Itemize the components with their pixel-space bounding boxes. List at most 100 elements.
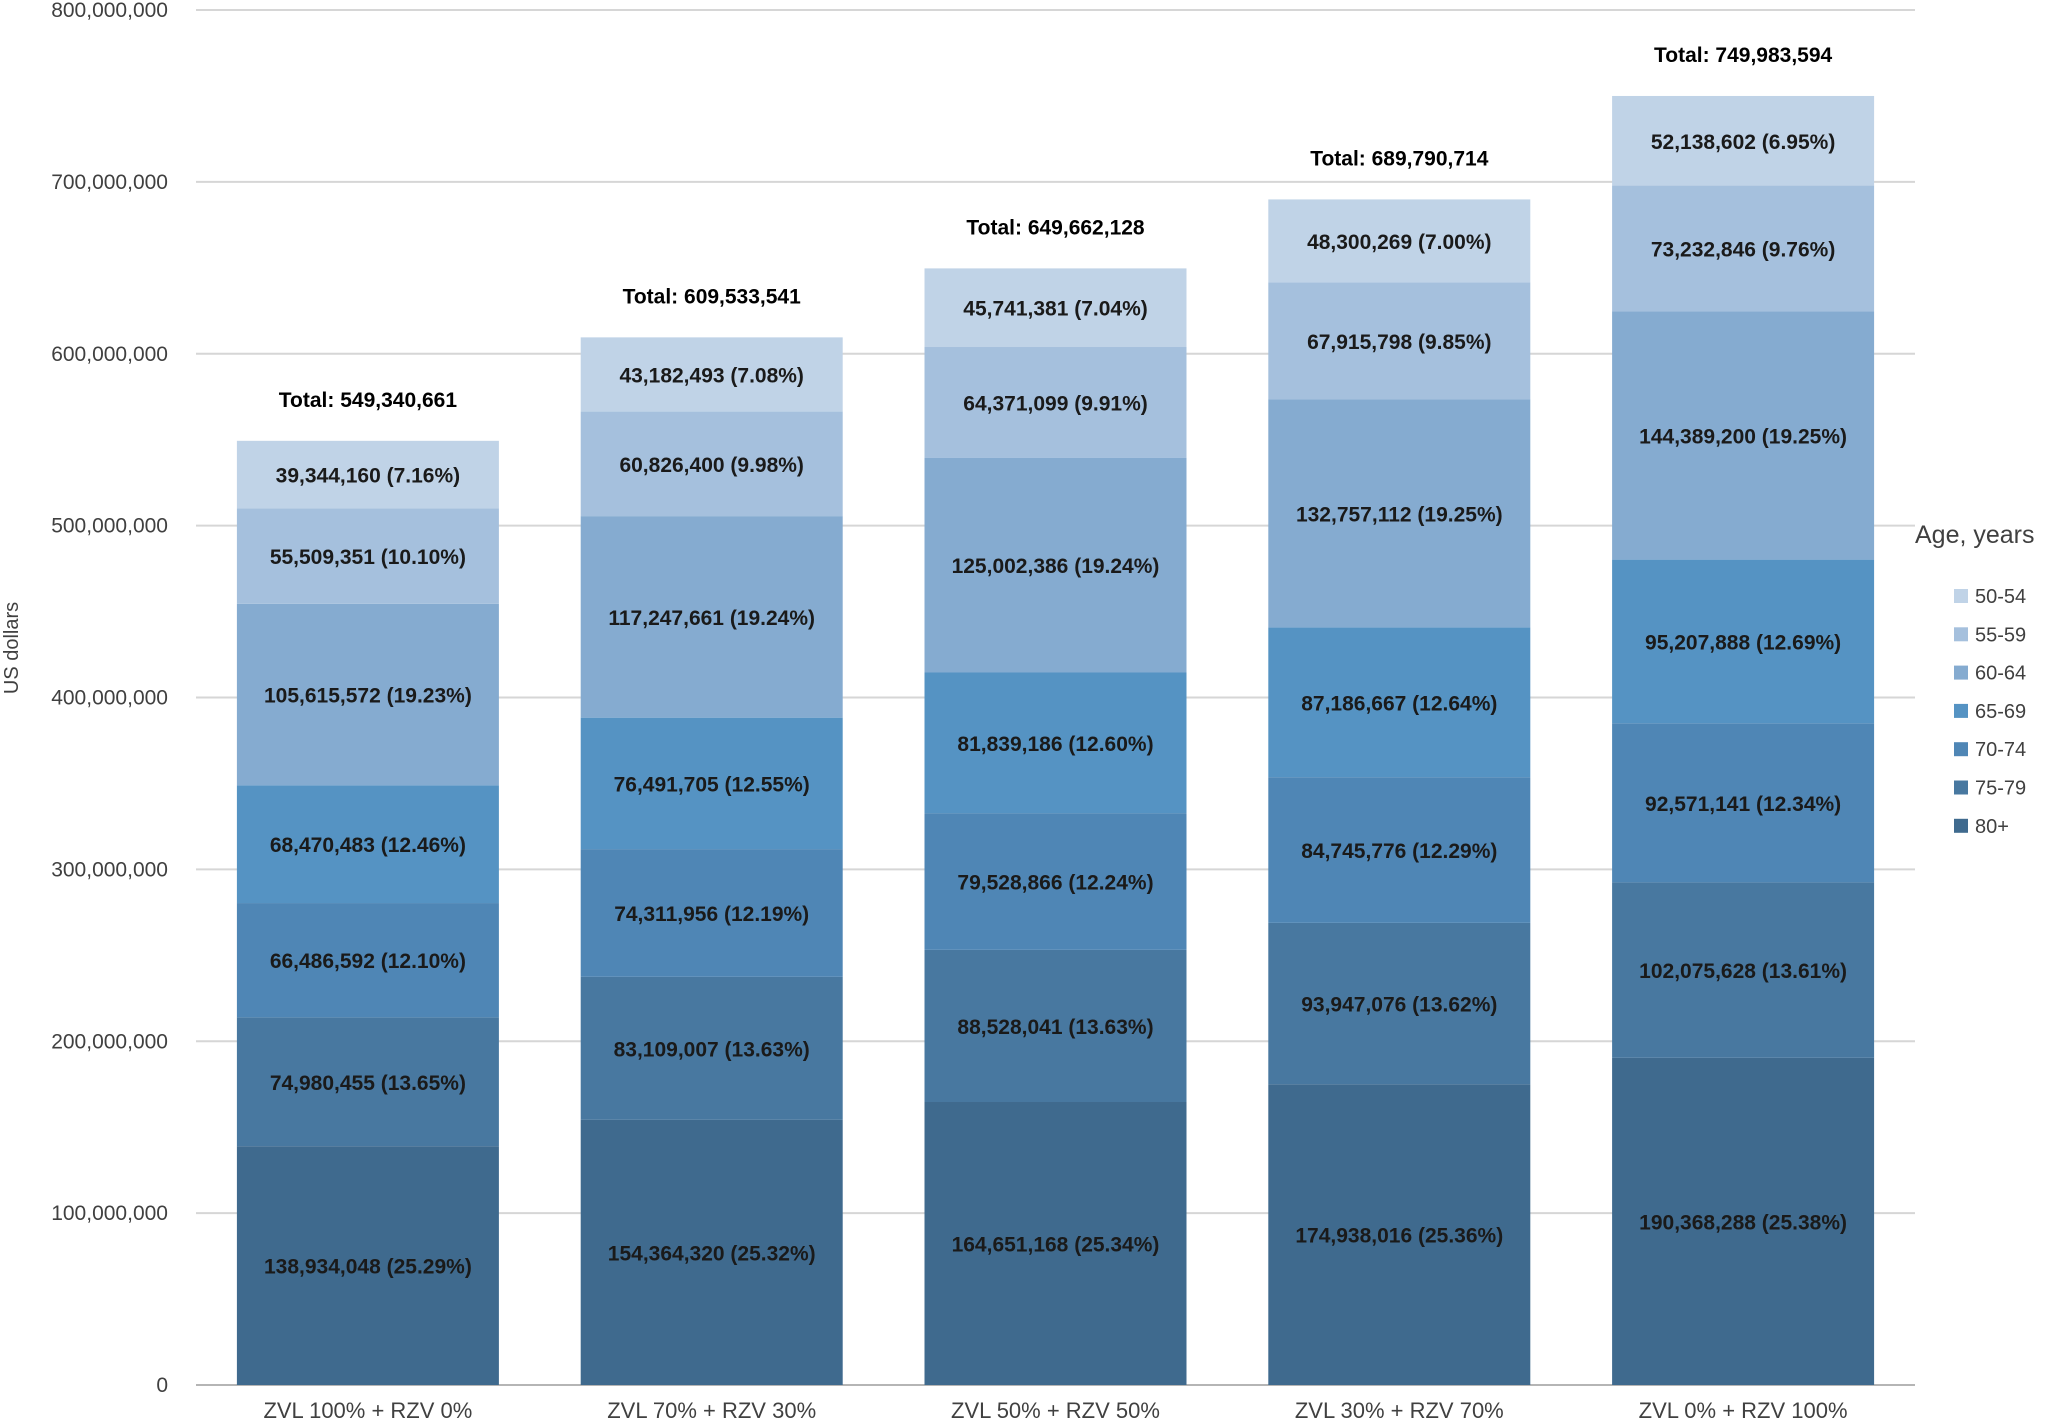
segment-labels: 138,934,048 (25.29%) 74,980,455 (13.65%) 6… xyxy=(264,131,1847,1279)
bar-segment xyxy=(580,976,843,1120)
legend-label: 75-79 xyxy=(1975,778,2026,800)
segment-label: 48,300,269 (7.00%) xyxy=(1307,231,1491,254)
bar-segment xyxy=(1612,559,1875,724)
legend-swatch xyxy=(1954,818,1968,833)
segment-label: 190,368,288 (25.38%) xyxy=(1639,1211,1847,1234)
legend-title: Age, years xyxy=(1915,521,2035,549)
segment-label: 68,470,483 (12.46%) xyxy=(270,834,466,857)
total-label: Total: 749,983,594 xyxy=(1654,44,1833,67)
y-tick-label: 100,000,000 xyxy=(51,1202,168,1225)
segment-label: 74,311,956 (12.19%) xyxy=(614,903,809,926)
legend-item[interactable]: 50-54 xyxy=(1954,586,2026,608)
legend-label: 50-54 xyxy=(1975,586,2026,608)
segment-label: 132,757,112 (19.25%) xyxy=(1296,503,1503,526)
bar-segment xyxy=(236,1146,499,1385)
segment-label: 102,075,628 (13.61%) xyxy=(1639,960,1847,983)
legend-swatch xyxy=(1954,703,1968,718)
y-tick-label: 700,000,000 xyxy=(51,171,168,194)
segment-label: 67,915,798 (9.85%) xyxy=(1307,331,1491,354)
legend[interactable]: Age, years 50-54 55-59 60-64 65-69 70-74 75-7… xyxy=(1915,521,2035,838)
bar-segment xyxy=(1612,1057,1875,1385)
legend-swatch xyxy=(1954,742,1968,757)
segment-label: 66,486,592 (12.10%) xyxy=(270,950,466,973)
segment-label: 93,947,076 (13.62%) xyxy=(1301,994,1497,1017)
legend-item[interactable]: 70-74 xyxy=(1954,739,2026,761)
x-axis-ticks: ZVL 100% + RZV 0% ZVL 70% + RZV 30% ZVL 50… xyxy=(263,1398,1847,1421)
bar-segment xyxy=(924,672,1187,814)
segment-label: 74,980,455 (13.65%) xyxy=(270,1072,466,1095)
bar-segment xyxy=(1268,199,1531,283)
segment-label: 39,344,160 (7.16%) xyxy=(276,465,460,488)
y-tick-label: 500,000,000 xyxy=(51,515,168,538)
x-tick-label: ZVL 70% + RZV 30% xyxy=(607,1398,816,1421)
bar-segment xyxy=(236,785,499,904)
segment-label: 81,839,186 (12.60%) xyxy=(957,733,1153,756)
segment-label: 88,528,041 (13.63%) xyxy=(957,1016,1153,1039)
legend-label: 65-69 xyxy=(1975,701,2026,723)
bar-segment xyxy=(236,603,499,786)
legend-item[interactable]: 60-64 xyxy=(1954,663,2026,685)
total-label: Total: 689,790,714 xyxy=(1310,147,1489,170)
segment-label: 55,509,351 (10.10%) xyxy=(270,546,466,569)
bar-segment xyxy=(1268,399,1531,628)
bar-segment xyxy=(1612,185,1875,312)
x-tick-label: ZVL 30% + RZV 70% xyxy=(1295,1398,1504,1421)
total-labels: Total: 549,340,661 Total: 609,533,541 Tota… xyxy=(279,44,1833,412)
legend-item[interactable]: 80+ xyxy=(1954,816,2009,838)
segment-label: 95,207,888 (12.69%) xyxy=(1645,631,1841,654)
bar-segment xyxy=(1268,627,1531,778)
legend-item[interactable]: 65-69 xyxy=(1954,701,2026,723)
bar-segment xyxy=(580,411,843,517)
bar-segment xyxy=(924,813,1187,950)
legend-item[interactable]: 75-79 xyxy=(1954,778,2026,800)
x-tick-label: ZVL 0% + RZV 100% xyxy=(1639,1398,1848,1421)
bar-segment xyxy=(236,903,499,1018)
y-tick-label: 400,000,000 xyxy=(51,687,168,710)
segment-label: 87,186,667 (12.64%) xyxy=(1301,692,1497,715)
segment-label: 154,364,320 (25.32%) xyxy=(608,1242,816,1265)
y-tick-label: 300,000,000 xyxy=(51,858,168,881)
segment-label: 43,182,493 (7.08%) xyxy=(619,364,803,387)
bar-segment xyxy=(1612,311,1875,560)
y-axis-ticks: 0 100,000,000 200,000,000 300,000,000 400,00… xyxy=(51,0,168,1397)
bar-segment xyxy=(236,508,499,604)
bars xyxy=(236,95,1875,1385)
y-tick-label: 200,000,000 xyxy=(51,1030,168,1053)
total-label: Total: 609,533,541 xyxy=(623,285,802,308)
bar-segment xyxy=(924,268,1187,348)
legend-swatch xyxy=(1954,627,1968,642)
bar-segment xyxy=(580,849,843,977)
segment-label: 79,528,866 (12.24%) xyxy=(957,872,1153,895)
bar-segment xyxy=(924,1102,1187,1385)
total-label: Total: 649,662,128 xyxy=(966,216,1145,239)
segment-label: 45,741,381 (7.04%) xyxy=(963,298,1147,321)
legend-item[interactable]: 55-59 xyxy=(1954,624,2026,646)
bar-segment xyxy=(1268,1084,1531,1385)
segment-label: 117,247,661 (19.24%) xyxy=(608,607,815,630)
bar-segment xyxy=(1268,922,1531,1085)
segment-label: 83,109,007 (13.63%) xyxy=(614,1038,810,1061)
segment-label: 138,934,048 (25.29%) xyxy=(264,1256,472,1279)
bar-segment xyxy=(580,337,843,412)
y-axis-label: US dollars xyxy=(1,602,23,694)
segment-label: 76,491,705 (12.55%) xyxy=(614,773,810,796)
segment-label: 84,745,776 (12.29%) xyxy=(1301,840,1497,863)
bar-segment xyxy=(924,949,1187,1103)
bar-segment xyxy=(236,1017,499,1147)
legend-swatch xyxy=(1954,589,1968,603)
segment-label: 92,571,141 (12.34%) xyxy=(1645,793,1841,816)
y-tick-label: 800,000,000 xyxy=(51,0,168,22)
y-tick-label: 600,000,000 xyxy=(51,343,168,366)
bar-segment xyxy=(580,1119,843,1385)
segment-label: 73,232,846 (9.76%) xyxy=(1651,239,1835,262)
segment-label: 125,002,386 (19.24%) xyxy=(952,555,1160,578)
legend-label: 80+ xyxy=(1975,816,2009,838)
legend-swatch xyxy=(1954,780,1968,795)
segment-label: 60,826,400 (9.98%) xyxy=(619,454,803,477)
y-tick-label: 0 xyxy=(156,1374,168,1397)
bar-segment xyxy=(580,516,843,718)
segment-label: 164,651,168 (25.34%) xyxy=(952,1234,1160,1257)
bar-segment xyxy=(1612,95,1875,186)
bar-segment xyxy=(580,717,843,850)
segment-label: 52,138,602 (6.95%) xyxy=(1651,131,1835,154)
